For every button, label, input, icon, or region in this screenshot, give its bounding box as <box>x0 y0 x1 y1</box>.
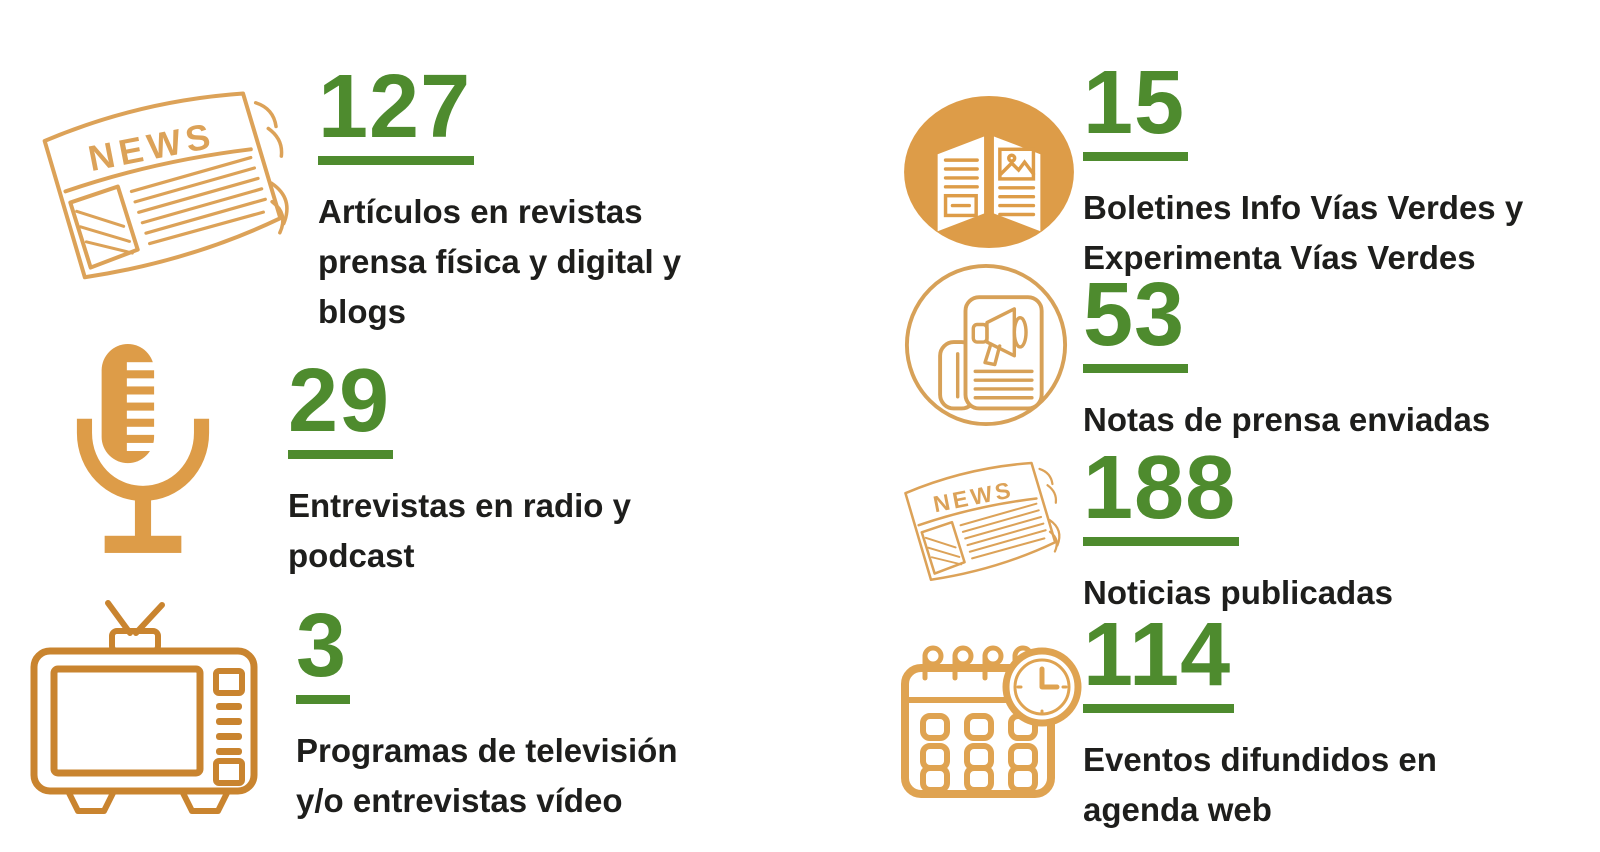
stat-label-line: Noticias publicadas <box>1083 574 1393 611</box>
stat-label-line: podcast <box>288 537 415 574</box>
stat-label-line: agenda web <box>1083 791 1272 828</box>
stat-label: Artículos en revistas prensa física y di… <box>318 187 681 337</box>
stat-label-line: Boletines Info Vías Verdes y <box>1083 189 1524 226</box>
brochure-icon <box>898 93 1080 251</box>
stat-value: 53 <box>1083 270 1189 373</box>
tv-icon <box>30 596 258 816</box>
microphone-icon <box>76 340 210 560</box>
press-note-megaphone-icon <box>903 262 1069 428</box>
stat-value: 114 <box>1083 610 1235 713</box>
stat-label: Programas de televisión y/o entrevistas … <box>296 726 677 826</box>
stat-label: Boletines Info Vías Verdes y Experimenta… <box>1083 183 1523 283</box>
stat-label-line: Programas de televisión <box>296 732 678 769</box>
stat-label-line: prensa física y digital y <box>318 243 682 280</box>
stat-label: Noticias publicadas <box>1083 568 1393 618</box>
stat-label: Eventos difundidos en agenda web <box>1083 735 1437 835</box>
newspaper-icon <box>12 62 312 317</box>
stat-label-line: y/o entrevistas vídeo <box>296 782 623 819</box>
stat-label-line: Notas de prensa enviadas <box>1083 401 1491 438</box>
stat-value: 29 <box>288 356 394 459</box>
stat-label: Entrevistas en radio y podcast <box>288 481 631 581</box>
stat-label-line: blogs <box>318 293 406 330</box>
stat-value: 127 <box>318 62 475 165</box>
newspaper-icon <box>884 443 1076 605</box>
stat-value: 15 <box>1083 58 1189 161</box>
stat-value: 188 <box>1083 443 1240 546</box>
stat-label-line: Artículos en revistas <box>318 193 643 230</box>
stat-value: 3 <box>296 601 351 704</box>
stat-label-line: Eventos difundidos en <box>1083 741 1437 778</box>
stat-label-line: Entrevistas en radio y <box>288 487 631 524</box>
stat-label-line: Experimenta Vías Verdes <box>1083 239 1476 276</box>
calendar-clock-icon <box>896 630 1088 798</box>
stat-label: Notas de prensa enviadas <box>1083 395 1490 445</box>
